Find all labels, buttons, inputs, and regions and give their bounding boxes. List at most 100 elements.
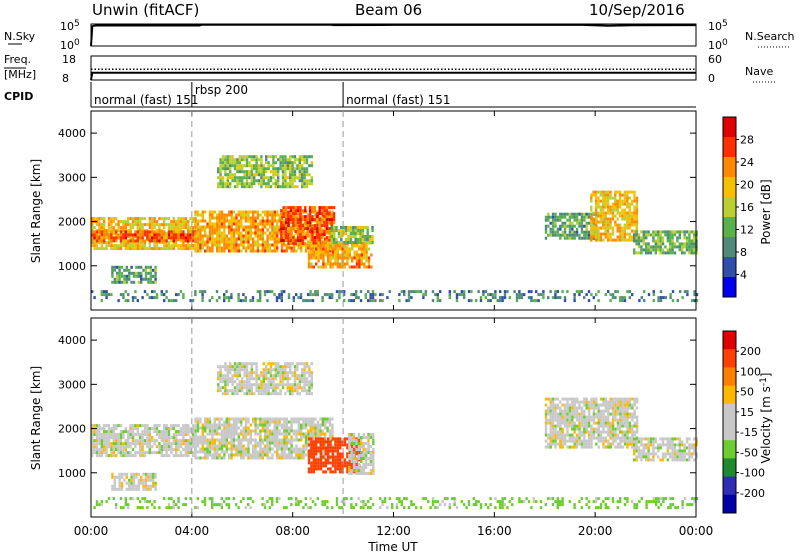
data-cell xyxy=(307,429,310,433)
data-cell xyxy=(297,417,300,421)
data-cell xyxy=(633,229,636,233)
data-cell xyxy=(264,240,267,244)
data-cell xyxy=(179,427,183,431)
data-cell xyxy=(556,290,559,294)
data-cell xyxy=(237,293,240,297)
data-cell xyxy=(289,230,293,234)
data-cell xyxy=(305,182,309,186)
data-cell xyxy=(165,239,168,243)
data-cell xyxy=(273,429,276,433)
data-cell xyxy=(364,463,368,466)
data-cell xyxy=(324,250,327,254)
data-cell xyxy=(359,299,363,303)
data-cell xyxy=(144,478,148,482)
data-cell xyxy=(152,472,155,476)
data-cell xyxy=(240,243,243,247)
data-cell xyxy=(310,161,313,165)
data-cell xyxy=(251,299,255,303)
data-cell xyxy=(630,199,634,203)
data-cell xyxy=(237,219,240,223)
data-cell xyxy=(264,417,267,421)
data-cell xyxy=(211,444,214,448)
data-cell xyxy=(300,423,303,427)
data-cell xyxy=(329,259,332,263)
data-cell xyxy=(299,239,302,243)
data-cell xyxy=(163,454,166,458)
data-cell xyxy=(289,161,292,165)
data-cell xyxy=(115,239,118,243)
data-cell xyxy=(201,213,204,217)
data-cell xyxy=(367,299,370,303)
data-cell xyxy=(239,299,243,303)
data-cell xyxy=(324,253,327,257)
data-cell xyxy=(283,456,286,460)
data-cell xyxy=(123,280,126,284)
data-cell xyxy=(315,440,318,444)
data-cell xyxy=(165,236,168,240)
data-cell xyxy=(220,249,224,253)
data-cell xyxy=(310,164,313,168)
data-cell xyxy=(147,475,150,479)
data-cell xyxy=(287,206,290,210)
data-cell xyxy=(127,235,130,239)
data-cell xyxy=(242,213,245,217)
data-cell xyxy=(232,441,236,445)
data-cell xyxy=(131,427,135,431)
data-cell xyxy=(216,450,219,454)
data-cell xyxy=(308,230,312,234)
data-cell xyxy=(331,262,335,266)
data-cell xyxy=(132,280,136,284)
data-cell xyxy=(224,164,227,168)
data-cell xyxy=(189,229,192,233)
data-cell xyxy=(103,247,106,251)
data-cell xyxy=(331,461,335,465)
data-cell xyxy=(602,202,605,206)
data-cell xyxy=(319,216,322,220)
data-cell xyxy=(262,182,265,186)
data-cell xyxy=(254,441,257,445)
data-cell xyxy=(179,236,183,240)
data-cell xyxy=(280,441,284,445)
data-cell xyxy=(272,158,275,162)
data-cell xyxy=(280,299,283,303)
data-cell xyxy=(297,432,300,436)
data-cell xyxy=(196,210,200,214)
data-cell xyxy=(407,296,411,300)
data-cell xyxy=(155,424,159,428)
data-cell xyxy=(324,265,327,269)
data-cell xyxy=(91,430,94,434)
data-cell xyxy=(289,173,292,177)
data-cell xyxy=(199,243,202,247)
data-cell xyxy=(107,217,111,221)
data-cell xyxy=(117,299,120,303)
data-cell xyxy=(127,439,130,443)
data-cell xyxy=(642,236,645,240)
data-cell xyxy=(292,215,295,219)
data-cell xyxy=(321,216,324,220)
data-cell xyxy=(346,256,349,260)
data-cell xyxy=(165,232,168,236)
data-cell xyxy=(262,176,265,180)
data-cell xyxy=(182,439,185,443)
data-cell xyxy=(339,265,342,269)
data-cell xyxy=(245,386,249,390)
data-cell xyxy=(267,161,270,165)
data-cell xyxy=(547,296,550,300)
data-cell xyxy=(140,280,143,284)
data-cell xyxy=(233,167,237,171)
data-cell xyxy=(261,417,264,421)
data-cell xyxy=(288,426,291,430)
data-cell xyxy=(249,423,252,427)
data-cell xyxy=(228,243,231,247)
data-cell xyxy=(347,229,350,232)
data-cell xyxy=(220,444,224,448)
data-cell xyxy=(287,218,290,222)
data-cell xyxy=(237,299,240,303)
data-cell xyxy=(590,193,593,197)
data-cell xyxy=(153,290,156,294)
data-cell xyxy=(98,454,101,458)
data-cell xyxy=(245,176,249,180)
data-cell xyxy=(301,239,305,243)
data-cell xyxy=(289,179,292,183)
data-cell xyxy=(243,170,246,174)
